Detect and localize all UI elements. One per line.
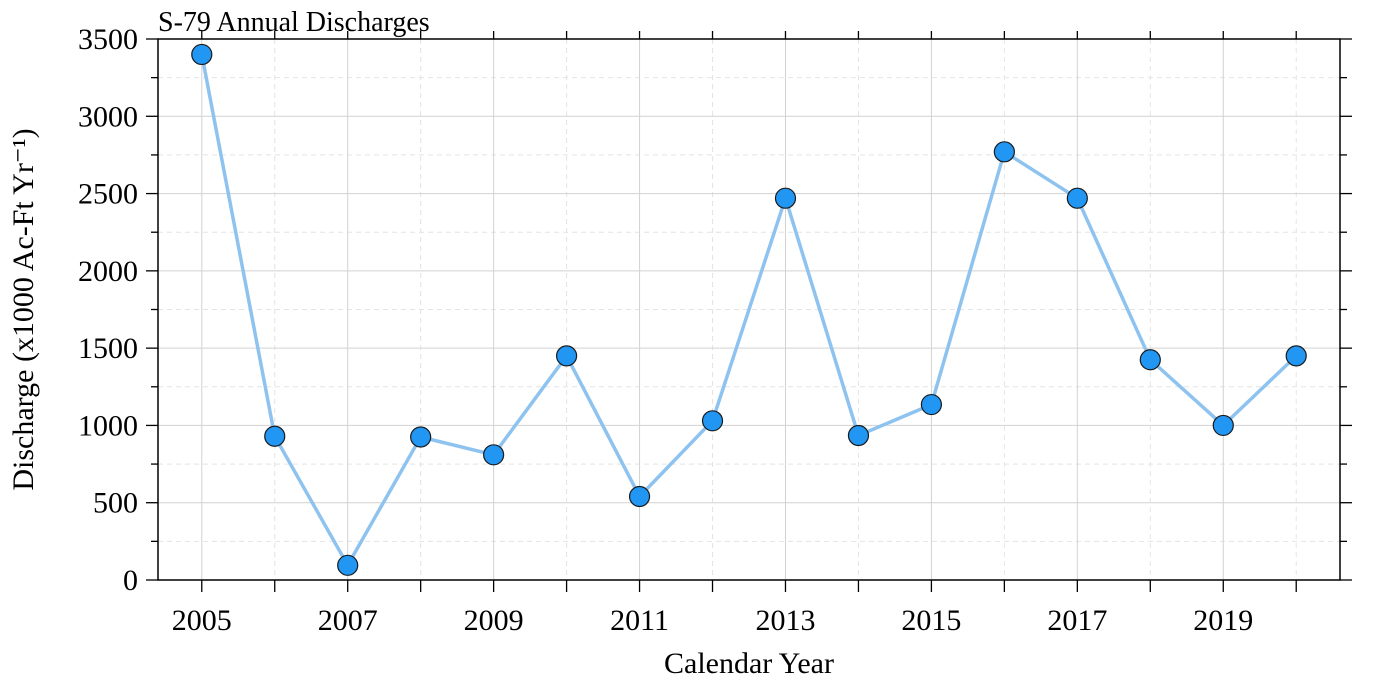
data-point-2011 bbox=[628, 485, 651, 508]
data-point-2007 bbox=[337, 554, 359, 576]
data-point-2020 bbox=[1285, 345, 1307, 367]
tick-labels: 0 500 1000 1500 2000 2500 3000 3500 2005 2007 2009… bbox=[78, 23, 1253, 637]
series-layer bbox=[191, 43, 1307, 576]
data-point-2010 bbox=[555, 345, 578, 367]
x-tick-label: 2013 bbox=[755, 604, 815, 637]
y-axis-label: Discharge (x1000 Ac-Ft Yr⁻¹) bbox=[7, 128, 40, 490]
y-tick-label: 1500 bbox=[78, 332, 138, 365]
x-tick-label: 2007 bbox=[318, 604, 378, 637]
x-axis-label: Calendar Year bbox=[664, 647, 834, 680]
minor-gridlines bbox=[158, 39, 1340, 580]
major-gridlines bbox=[158, 39, 1340, 580]
y-tick-label: 0 bbox=[123, 564, 138, 597]
y-tick-label: 500 bbox=[93, 487, 138, 520]
x-tick-label: 2005 bbox=[172, 604, 232, 637]
data-point-2006 bbox=[264, 425, 286, 447]
data-point-2016 bbox=[993, 141, 1015, 163]
data-point-2019 bbox=[1212, 414, 1234, 437]
x-tick-label: 2011 bbox=[610, 604, 669, 637]
data-point-2018 bbox=[1139, 349, 1161, 371]
y-tick-label: 3000 bbox=[78, 100, 138, 133]
y-tick-label: 3500 bbox=[78, 23, 138, 56]
x-tick-label: 2015 bbox=[901, 604, 961, 637]
x-tick-label: 2009 bbox=[464, 604, 524, 637]
data-point-2015 bbox=[920, 393, 943, 416]
chart-title: S-79 Annual Discharges bbox=[158, 7, 430, 38]
series-line bbox=[200, 54, 1298, 568]
x-tick-label: 2017 bbox=[1047, 604, 1107, 637]
x-tick-label: 2019 bbox=[1193, 604, 1253, 637]
data-point-2012 bbox=[701, 410, 724, 432]
data-point-2005 bbox=[191, 43, 213, 66]
data-point-2008 bbox=[410, 426, 432, 448]
data-point-2014 bbox=[847, 424, 870, 447]
y-tick-label: 1000 bbox=[78, 409, 138, 442]
data-point-2009 bbox=[483, 444, 505, 466]
y-tick-label: 2500 bbox=[78, 178, 138, 211]
y-tick-label: 2000 bbox=[78, 255, 138, 288]
axis-ticks bbox=[146, 31, 1352, 592]
data-point-2017 bbox=[1066, 187, 1088, 209]
data-point-2013 bbox=[774, 187, 797, 209]
